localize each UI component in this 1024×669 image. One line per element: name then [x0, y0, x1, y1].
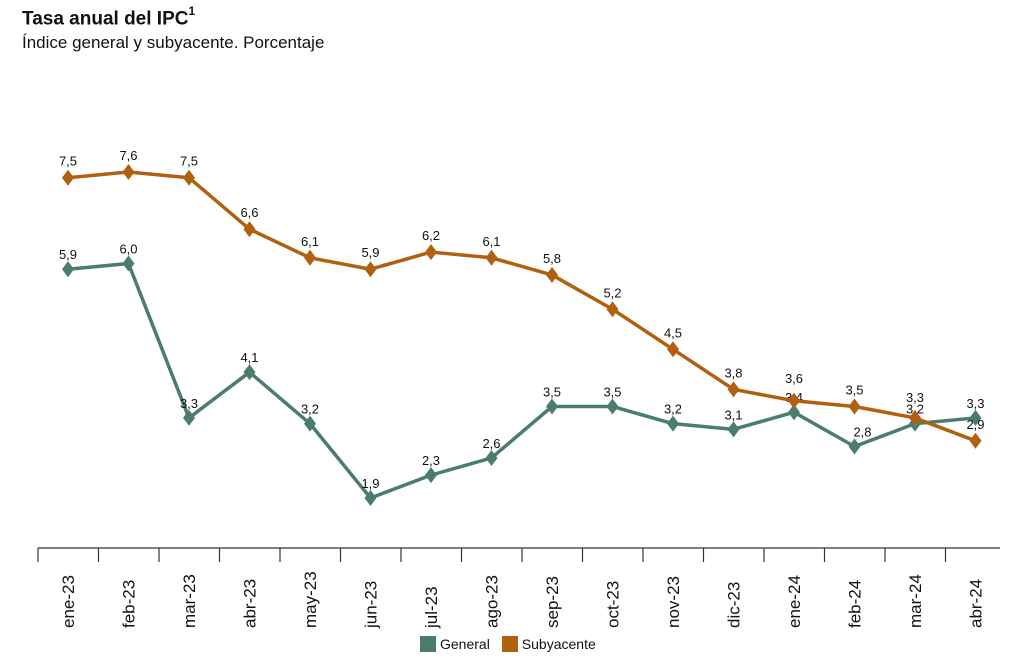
data-point-subyacente — [122, 164, 135, 180]
legend-swatch-general — [420, 636, 436, 652]
data-label-subyacente: 3,3 — [906, 390, 924, 405]
data-point-subyacente — [485, 249, 498, 266]
x-tick-label: dic-23 — [725, 582, 744, 628]
data-label-subyacente: 7,6 — [119, 148, 137, 163]
data-label-subyacente: 7,5 — [180, 154, 198, 169]
data-point-subyacente — [243, 221, 256, 238]
data-label-general: 6,0 — [119, 242, 137, 257]
legend-swatch-subyacente — [501, 636, 518, 652]
chart-subtitle: Índice general y subyacente. Porcentaje — [22, 33, 325, 52]
x-tick-label: feb-24 — [846, 580, 865, 628]
data-label-subyacente: 5,2 — [603, 285, 621, 300]
data-point-subyacente — [364, 261, 377, 278]
data-point-general — [243, 364, 256, 381]
x-tick-label: mar-23 — [180, 574, 199, 628]
x-tick-label: ene-23 — [59, 575, 78, 628]
legend-item-general: General — [420, 636, 490, 652]
data-label-general: 3,2 — [301, 402, 319, 417]
data-point-general — [364, 490, 377, 506]
data-point-general — [667, 415, 679, 432]
data-label-general: 2,8 — [853, 425, 871, 440]
data-label-subyacente: 5,9 — [361, 245, 379, 260]
data-label-general: 2,3 — [422, 453, 440, 468]
data-label-subyacente: 6,6 — [240, 205, 258, 220]
data-point-subyacente — [425, 244, 437, 261]
data-point-general — [62, 261, 74, 278]
data-label-subyacente: 6,1 — [301, 234, 319, 249]
data-label-subyacente: 2,9 — [966, 417, 984, 432]
data-label-general: 3,3 — [966, 396, 984, 411]
x-tick-label: mar-24 — [906, 574, 925, 628]
data-point-general — [546, 398, 558, 415]
data-point-subyacente — [546, 266, 558, 283]
chart-title: Tasa anual del IPC1 — [22, 4, 196, 30]
data-point-subyacente — [606, 301, 619, 318]
data-label-general: 2,6 — [482, 436, 500, 451]
data-point-general — [425, 467, 437, 484]
data-label-general: 3,5 — [543, 384, 561, 399]
data-label-subyacente: 3,5 — [845, 382, 863, 397]
x-tick-label: ago-23 — [483, 575, 502, 628]
x-tick-label: oct-23 — [604, 581, 623, 628]
data-point-subyacente — [969, 432, 982, 449]
data-point-subyacente — [788, 392, 800, 409]
data-point-subyacente — [304, 249, 316, 266]
data-label-general: 4,1 — [240, 350, 258, 365]
data-label-subyacente: 3,8 — [724, 365, 742, 380]
data-point-general — [122, 255, 135, 272]
data-point-general — [969, 409, 982, 426]
data-label-general: 1,9 — [361, 476, 379, 491]
data-label-subyacente: 4,5 — [664, 325, 682, 340]
data-label-general: 3,5 — [603, 384, 621, 399]
data-point-general — [183, 409, 195, 426]
x-tick-label: nov-23 — [664, 576, 683, 628]
data-label-general: 5,9 — [59, 247, 77, 262]
x-tick-label: jul-23 — [422, 586, 441, 629]
data-label-subyacente: 7,5 — [59, 154, 77, 169]
data-point-general — [606, 398, 619, 415]
x-tick-label: sep-23 — [543, 576, 562, 628]
x-tick-label: ene-24 — [785, 575, 804, 628]
x-tick-label: jun-23 — [362, 581, 381, 629]
data-point-subyacente — [727, 381, 740, 398]
legend: General Subyacente — [420, 636, 608, 652]
data-point-subyacente — [667, 341, 679, 358]
series-line-general — [67, 261, 976, 500]
x-tick-label: feb-23 — [120, 580, 139, 628]
legend-label-subyacente: Subyacente — [521, 636, 596, 652]
x-tick-label: may-23 — [301, 571, 320, 628]
data-point-general — [788, 404, 800, 421]
data-point-general — [304, 415, 316, 432]
data-label-subyacente: 6,1 — [482, 234, 500, 249]
data-label-general: 3,1 — [724, 407, 742, 422]
data-label-general: 3,2 — [664, 402, 682, 417]
data-point-subyacente — [183, 169, 195, 186]
title-footnote-mark: 1 — [188, 4, 196, 18]
legend-item-subyacente: Subyacente — [501, 636, 596, 652]
data-point-subyacente — [909, 409, 921, 426]
series-line-subyacente — [67, 170, 977, 443]
data-label-general: 3,2 — [906, 402, 924, 417]
data-point-general — [485, 449, 498, 466]
x-tick-label: abr-24 — [967, 579, 986, 628]
data-point-general — [848, 438, 861, 455]
data-label-subyacente: 6,2 — [422, 228, 440, 243]
data-label-subyacente: 3,6 — [785, 371, 803, 386]
x-tick-label: abr-23 — [241, 579, 260, 628]
data-point-subyacente — [62, 169, 74, 186]
data-point-general — [727, 421, 740, 438]
legend-label-general: General — [440, 636, 490, 652]
data-point-subyacente — [848, 398, 861, 415]
data-label-subyacente: 5,8 — [543, 251, 561, 266]
data-label-general: 3,3 — [180, 396, 198, 411]
